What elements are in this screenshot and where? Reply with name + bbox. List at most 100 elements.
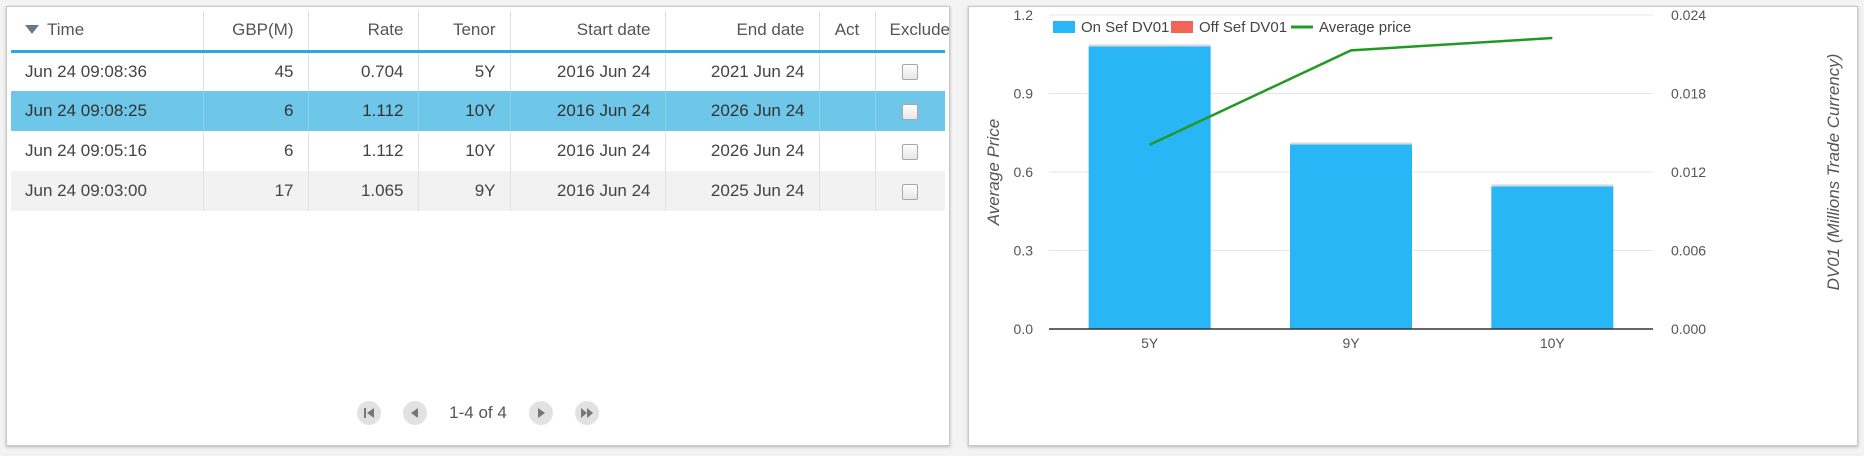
cell-time: Jun 24 09:08:36 [25, 61, 147, 81]
table-row[interactable]: Jun 24 09:08:25 6 1.112 10Y 2016 Jun 24 2026 … [11, 91, 945, 131]
first-page-icon [363, 408, 374, 418]
first-page-button[interactable] [356, 401, 381, 425]
cell-tenor: 10Y [417, 91, 510, 131]
column-header-label: Tenor [452, 20, 496, 40]
right-axis-title: DV01 (Millions Trade Currency) [1824, 54, 1843, 291]
table-row[interactable]: Jun 24 09:05:16 6 1.112 10Y 2016 Jun 24 2026 … [11, 131, 945, 171]
column-header-start[interactable]: Start date [509, 11, 665, 53]
cell-start: 2016 Jun 24 [509, 91, 665, 131]
column-header-label: GBP(M) [232, 20, 294, 40]
column-header-label: Start date [576, 20, 651, 40]
cell-time: Jun 24 09:05:16 [25, 141, 147, 160]
right-axis-tick: 0.024 [1671, 7, 1706, 23]
cell-end: 2025 Jun 24 [664, 171, 819, 211]
last-page-button[interactable] [575, 401, 600, 425]
cell-gbp: 45 [202, 51, 308, 91]
cell-end: 2021 Jun 24 [664, 51, 819, 91]
cell-rate: 1.112 [307, 131, 418, 171]
cell-start: 2016 Jun 24 [509, 51, 665, 91]
cell-tenor: 10Y [417, 131, 510, 171]
right-axis-tick: 0.006 [1671, 243, 1706, 259]
legend-label-off-sef: Off Sef DV01 [1199, 19, 1287, 36]
cell-tenor: 9Y [417, 171, 510, 211]
average-price-line [1149, 36, 1553, 146]
column-header-label: Rate [367, 20, 404, 40]
column-header-tenor[interactable]: Tenor [417, 11, 510, 53]
pager-info: 1-4 of 4 [449, 403, 507, 422]
cell-gbp: 17 [202, 171, 308, 211]
cell-end: 2026 Jun 24 [664, 131, 819, 171]
chart-panel: 0.0 0.3 0.6 0.9 1.2 0.000 0.006 0.012 0.018 0.024… [968, 6, 1858, 446]
cell-exclude [874, 51, 945, 91]
cell-time: Jun 24 09:08:25 [11, 91, 203, 131]
legend-swatch-on-sef [1053, 21, 1075, 33]
cell-exclude [874, 91, 945, 131]
cell-exclude [874, 171, 945, 211]
cell-exclude [874, 131, 945, 171]
exclude-checkbox[interactable] [902, 143, 919, 160]
cell-act [818, 91, 875, 131]
table-header-row: Time GBP(M) Rate Tenor Start date End date Act… [11, 11, 950, 53]
bar-off-sef-dv01 [1290, 142, 1412, 145]
cell-rate: 1.112 [307, 91, 418, 131]
column-header-label: Act [834, 20, 860, 40]
table-body: Jun 24 09:08:36 45 0.704 5Y 2016 Jun 24 2021 … [11, 51, 945, 211]
bar-off-sef-dv01 [1491, 184, 1614, 187]
exclude-checkbox[interactable] [902, 64, 919, 81]
right-axis-tick: 0.012 [1671, 164, 1706, 180]
bar-on-sef-dv01 [1088, 46, 1211, 330]
cell-end: 2026 Jun 24 [664, 91, 819, 131]
right-axis-tick: 0.018 [1671, 86, 1706, 102]
pager: 1-4 of 4 [7, 401, 949, 431]
column-header-gbp[interactable]: GBP(M) [202, 11, 308, 53]
exclude-checkbox[interactable] [902, 183, 919, 200]
column-header-time[interactable]: Time [11, 11, 203, 53]
cell-start: 2016 Jun 24 [509, 131, 665, 171]
legend-label-on-sef: On Sef DV01 [1081, 19, 1169, 36]
left-axis-tick: 0.3 [1014, 243, 1034, 259]
dv01-chart: 0.0 0.3 0.6 0.9 1.2 0.000 0.006 0.012 0.018 0.024… [984, 7, 1843, 351]
left-axis-tick: 0.9 [1014, 86, 1034, 102]
table-row[interactable]: Jun 24 09:08:36 45 0.704 5Y 2016 Jun 24 2021 … [11, 51, 945, 91]
bar-off-sef-dv01 [1088, 44, 1211, 47]
column-header-label: Time [47, 20, 85, 40]
last-page-icon [581, 408, 594, 418]
table-row[interactable]: Jun 24 09:03:00 17 1.065 9Y 2016 Jun 24 2025 … [11, 171, 945, 211]
exclude-checkbox[interactable] [902, 103, 919, 120]
right-axis-tick: 0.000 [1671, 321, 1706, 337]
column-header-rate[interactable]: Rate [307, 11, 418, 53]
bar-on-sef-dv01 [1491, 186, 1614, 329]
legend-swatch-off-sef [1171, 21, 1193, 33]
x-axis-tick: 5Y [1141, 335, 1159, 351]
legend-label-average-price: Average price [1319, 19, 1411, 36]
cell-act [818, 131, 875, 171]
cell-gbp: 6 [202, 91, 308, 131]
column-header-end[interactable]: End date [664, 11, 819, 53]
trades-grid-panel: Time GBP(M) Rate Tenor Start date End date Act… [6, 6, 950, 446]
prev-page-button[interactable] [403, 401, 428, 425]
cell-act [818, 171, 875, 211]
left-axis-title: Average Price [984, 119, 1003, 226]
x-axis-tick: 10Y [1540, 335, 1566, 351]
cell-gbp: 6 [202, 131, 308, 171]
left-axis-tick: 1.2 [1014, 7, 1034, 23]
cell-start: 2016 Jun 24 [509, 171, 665, 211]
trades-table: Time GBP(M) Rate Tenor Start date End date Act… [11, 11, 950, 211]
cell-rate: 0.704 [307, 51, 418, 91]
column-header-act[interactable]: Act [818, 11, 875, 53]
next-page-button[interactable] [528, 401, 553, 425]
column-header-label: Exclude [889, 20, 950, 40]
x-axis-tick: 9Y [1342, 335, 1360, 351]
left-axis-tick: 0.6 [1014, 164, 1034, 180]
cell-tenor: 5Y [417, 51, 510, 91]
cell-time: Jun 24 09:03:00 [11, 171, 203, 211]
left-axis-tick: 0.0 [1014, 321, 1034, 337]
sort-descending-icon [25, 25, 39, 35]
column-header-label: End date [736, 20, 805, 40]
prev-page-icon [411, 408, 419, 418]
column-header-exclude[interactable]: Exclude [874, 11, 950, 53]
cell-act [818, 51, 875, 91]
bar-on-sef-dv01 [1290, 144, 1412, 329]
cell-rate: 1.065 [307, 171, 418, 211]
next-page-icon [537, 408, 545, 418]
